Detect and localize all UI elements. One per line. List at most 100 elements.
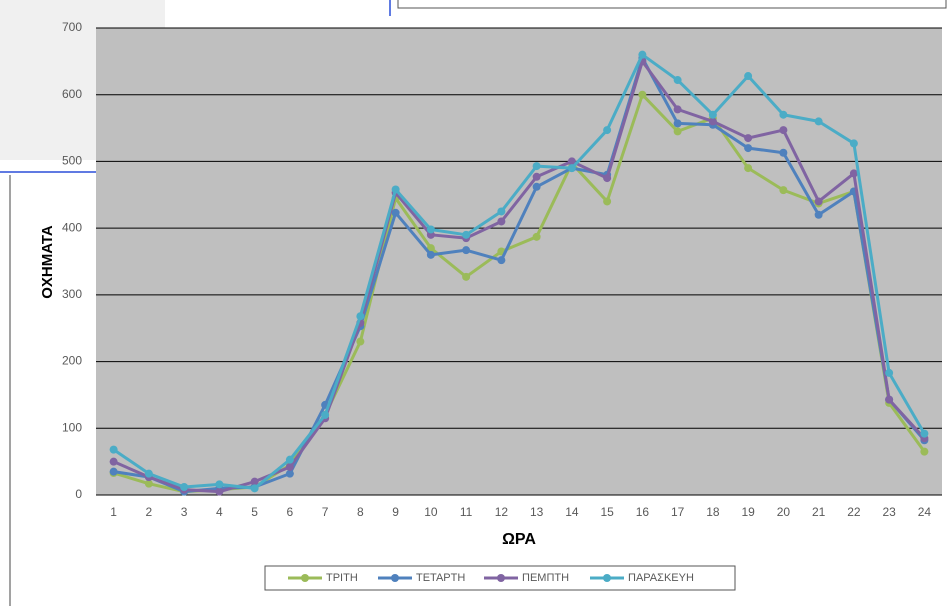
data-point — [744, 144, 753, 153]
data-point — [497, 256, 506, 265]
x-tick-label: 21 — [812, 505, 826, 519]
y-axis-title: ΟΧΗΜΑΤΑ — [39, 225, 56, 299]
y-tick-label: 200 — [62, 354, 82, 368]
data-point — [885, 368, 894, 377]
y-tick-label: 700 — [62, 20, 82, 34]
legend-label: ΤΡΙΤΗ — [326, 572, 358, 584]
series-line — [112, 53, 926, 490]
data-point — [673, 119, 682, 128]
data-point — [109, 457, 118, 466]
legend-label: ΠΑΡΑΣΚΕΥΗ — [628, 572, 694, 584]
data-point — [215, 487, 224, 496]
data-point — [285, 455, 294, 464]
data-point — [250, 484, 259, 493]
x-tick-label: 11 — [460, 505, 473, 519]
legend-marker — [301, 574, 309, 582]
data-point — [673, 105, 682, 114]
data-point — [532, 232, 541, 241]
x-axis-title: ΩΡΑ — [502, 531, 536, 548]
data-point — [920, 429, 929, 438]
data-point — [744, 72, 753, 81]
data-point — [849, 139, 858, 148]
data-point — [462, 272, 471, 281]
y-tick-label: 0 — [75, 487, 82, 501]
x-tick-label: 9 — [392, 505, 399, 519]
y-tick-label: 500 — [62, 154, 82, 168]
x-tick-label: 17 — [671, 505, 685, 519]
legend-label: ΤΕΤΑΡΤΗ — [416, 572, 465, 584]
data-point — [391, 185, 400, 194]
x-tick-label: 8 — [357, 505, 364, 519]
data-point — [497, 217, 506, 226]
x-tick-label: 3 — [181, 505, 188, 519]
data-point — [638, 50, 647, 59]
data-point — [285, 469, 294, 478]
data-point — [744, 164, 753, 173]
legend-marker — [603, 574, 611, 582]
data-point — [144, 469, 153, 478]
x-tick-label: 16 — [636, 505, 650, 519]
x-tick-label: 4 — [216, 505, 223, 519]
data-point — [673, 127, 682, 136]
data-point — [356, 312, 365, 321]
series-line — [113, 59, 926, 494]
data-point — [356, 337, 365, 346]
x-tick-label: 23 — [882, 505, 896, 519]
data-point — [744, 134, 753, 143]
x-tick-label: 7 — [322, 505, 329, 519]
data-point — [285, 462, 294, 471]
data-point — [426, 250, 435, 259]
y-tick-label: 600 — [62, 87, 82, 101]
legend-marker — [497, 574, 505, 582]
data-point — [920, 447, 929, 456]
data-point — [144, 479, 153, 488]
data-point — [250, 477, 259, 486]
x-tick-label: 5 — [251, 505, 258, 519]
x-tick-label: 22 — [847, 505, 861, 519]
data-point — [814, 117, 823, 126]
data-point — [180, 482, 189, 491]
data-point — [779, 148, 788, 157]
legend-marker — [391, 574, 399, 582]
data-point — [532, 182, 541, 191]
data-point — [462, 246, 471, 255]
plot-area — [96, 28, 942, 495]
y-tick-label: 300 — [62, 287, 82, 301]
data-point — [849, 169, 858, 178]
data-point — [321, 410, 330, 419]
data-point — [603, 126, 612, 135]
data-point — [708, 110, 717, 119]
x-tick-label: 24 — [918, 505, 932, 519]
data-point — [497, 207, 506, 216]
data-point — [567, 164, 576, 173]
data-point — [779, 110, 788, 119]
x-tick-label: 13 — [530, 505, 544, 519]
data-point — [109, 467, 118, 476]
x-tick-label: 15 — [600, 505, 614, 519]
x-tick-label: 10 — [424, 505, 438, 519]
data-point — [603, 197, 612, 206]
data-point — [426, 225, 435, 234]
data-point — [673, 76, 682, 85]
data-point — [391, 208, 400, 217]
data-point — [462, 230, 471, 239]
y-tick-label: 100 — [62, 420, 82, 434]
x-tick-label: 14 — [565, 505, 579, 519]
data-point — [532, 162, 541, 171]
x-tick-label: 20 — [777, 505, 791, 519]
data-point — [532, 172, 541, 181]
x-tick-label: 2 — [146, 505, 153, 519]
data-point — [215, 480, 224, 489]
data-point — [109, 445, 118, 454]
data-point — [779, 186, 788, 195]
x-tick-label: 18 — [706, 505, 720, 519]
legend-label: ΠΕΜΠΤΗ — [522, 572, 569, 584]
top-box — [397, 0, 947, 9]
data-point — [638, 90, 647, 99]
data-point — [885, 395, 894, 404]
x-tick-label: 1 — [110, 505, 117, 519]
x-tick-label: 12 — [495, 505, 509, 519]
data-point — [814, 210, 823, 219]
x-tick-label: 19 — [741, 505, 755, 519]
